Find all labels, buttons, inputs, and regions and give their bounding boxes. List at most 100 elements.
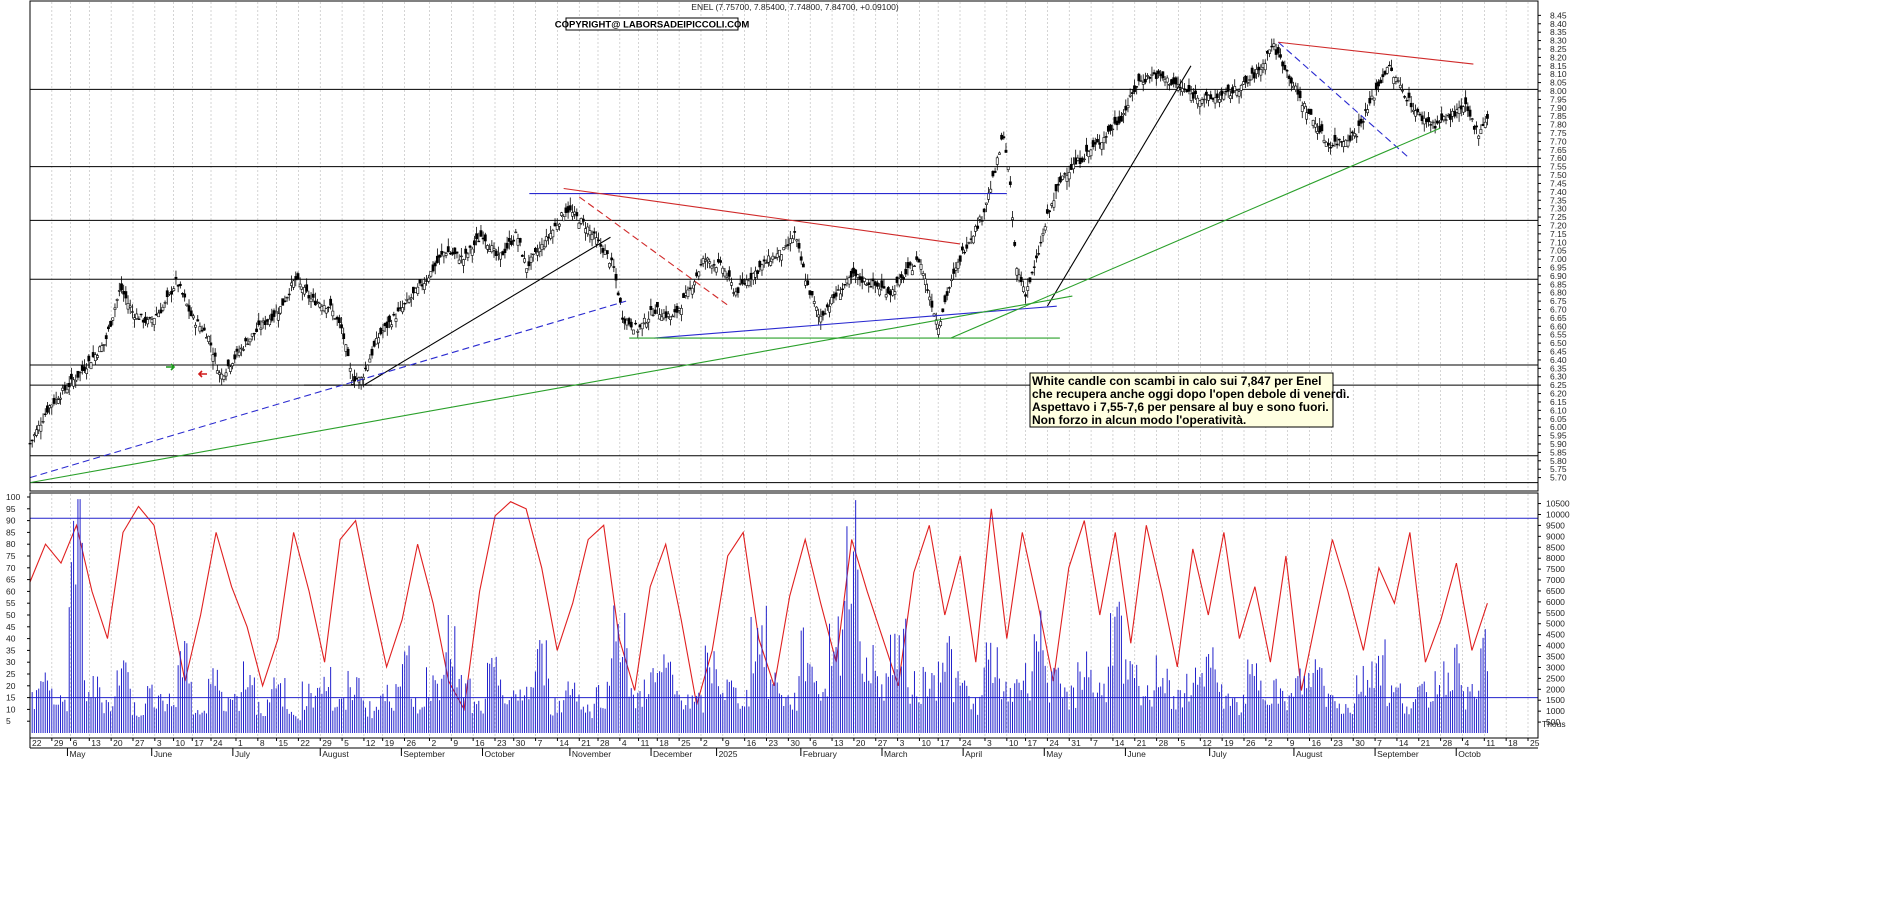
candle-body-581 (1294, 85, 1298, 90)
candle-body-614 (1366, 109, 1370, 114)
candle-body-213 (492, 248, 496, 251)
month-label-5: October (485, 749, 515, 759)
candle-body-443 (993, 170, 997, 173)
candle-body-509 (1137, 73, 1141, 82)
candle-body-493 (1102, 137, 1106, 144)
candle-body-624 (1387, 64, 1391, 67)
date-tick-label-47: 17 (1028, 738, 1038, 748)
candle-body-83 (209, 342, 213, 346)
candle-body-617 (1372, 97, 1376, 101)
candle-body-129 (309, 298, 313, 303)
candle-body-240 (551, 229, 555, 238)
candle-body-371 (836, 289, 840, 291)
candle-body-468 (1048, 210, 1051, 213)
candle-body-579 (1289, 77, 1293, 84)
candle-body-585 (1303, 103, 1306, 108)
candle-body-74 (189, 310, 193, 317)
candle-body-384 (865, 284, 868, 286)
candle-body-569 (1268, 49, 1271, 54)
candle-body-136 (324, 308, 328, 314)
candle-body-662 (1470, 118, 1474, 120)
month-label-0: May (69, 749, 86, 759)
candle-body-648 (1440, 113, 1444, 121)
candle-body-332 (751, 273, 755, 281)
candle-body-186 (433, 262, 437, 267)
candle-body-17 (65, 388, 69, 394)
candle-body-32 (98, 346, 102, 353)
price-ytick-label-51: 5.90 (1550, 439, 1567, 449)
candle-body-298 (677, 308, 681, 311)
candle-body-119 (287, 293, 291, 296)
candle-body-352 (795, 239, 799, 242)
candle-body-180 (420, 284, 424, 287)
trendline-5 (1277, 41, 1410, 159)
candle-body-247 (566, 206, 570, 213)
candle-body-655 (1455, 109, 1459, 113)
candle-body-452 (1013, 241, 1017, 246)
candle-body-530 (1183, 88, 1187, 90)
candle-body-467 (1045, 209, 1049, 214)
date-tick-label-17: 19 (385, 738, 395, 748)
trendline-6 (563, 187, 961, 245)
candle-body-192 (446, 246, 450, 253)
candle-body-8 (46, 405, 49, 413)
candle-body-360 (812, 301, 816, 304)
candle-body-217 (501, 251, 505, 256)
candle-body-370 (834, 292, 838, 297)
candle-body-262 (599, 244, 603, 247)
candle-body-580 (1292, 85, 1295, 89)
date-tick-label-7: 10 (176, 738, 186, 748)
price-ytick-label-48: 6.05 (1550, 414, 1567, 424)
candle-body-4 (37, 425, 41, 431)
candle-body-463 (1037, 253, 1041, 255)
candle-body-340 (769, 261, 773, 266)
candle-body-345 (780, 254, 783, 261)
candle-body-43 (122, 291, 126, 295)
candle-body-666 (1479, 129, 1483, 135)
candle-body-486 (1087, 151, 1091, 157)
candle-body-3 (35, 429, 38, 436)
candle-body-502 (1122, 113, 1126, 116)
month-label-8: 2025 (719, 749, 738, 759)
candle-body-448 (1004, 149, 1008, 153)
date-tick-label-36: 30 (790, 738, 800, 748)
candle-body-56 (150, 319, 154, 324)
candle-body-346 (782, 247, 786, 251)
candle-body-461 (1032, 266, 1036, 268)
candle-body-413 (928, 296, 932, 301)
candle-body-322 (730, 282, 733, 286)
candle-body-45 (126, 303, 130, 310)
candle-body-309 (701, 258, 705, 264)
price-ytick-label-33: 6.80 (1550, 288, 1567, 298)
candle-body-386 (869, 286, 873, 288)
candle-body-472 (1056, 183, 1060, 186)
candle-body-212 (490, 245, 494, 253)
candle-body-27 (87, 355, 91, 362)
date-tick-label-39: 20 (856, 738, 866, 748)
candle-body-158 (372, 340, 376, 347)
osc-ytick-label-8: 60 (6, 586, 16, 596)
candle-body-89 (222, 375, 226, 380)
candle-body-550 (1226, 84, 1230, 92)
candle-body-410 (921, 273, 925, 276)
candle-body-228 (525, 268, 529, 273)
candle-body-171 (401, 307, 404, 313)
candle-body-144 (342, 333, 346, 340)
candle-body-194 (451, 251, 455, 255)
candle-body-483 (1080, 157, 1084, 163)
candle-body-325 (736, 287, 740, 294)
candle-body-35 (104, 335, 108, 340)
candle-body-491 (1098, 142, 1102, 145)
candle-body-114 (276, 313, 280, 321)
month-label-4: September (403, 749, 445, 759)
candle-body-184 (429, 271, 433, 277)
month-label-7: December (653, 749, 692, 759)
candle-body-102 (250, 333, 254, 337)
osc-ytick-label-10: 50 (6, 610, 16, 620)
candle-body-132 (316, 301, 319, 304)
date-tick-label-15: 5 (344, 738, 349, 748)
candle-body-254 (581, 218, 585, 222)
candle-body-651 (1446, 114, 1450, 117)
candle-body-260 (595, 237, 598, 245)
